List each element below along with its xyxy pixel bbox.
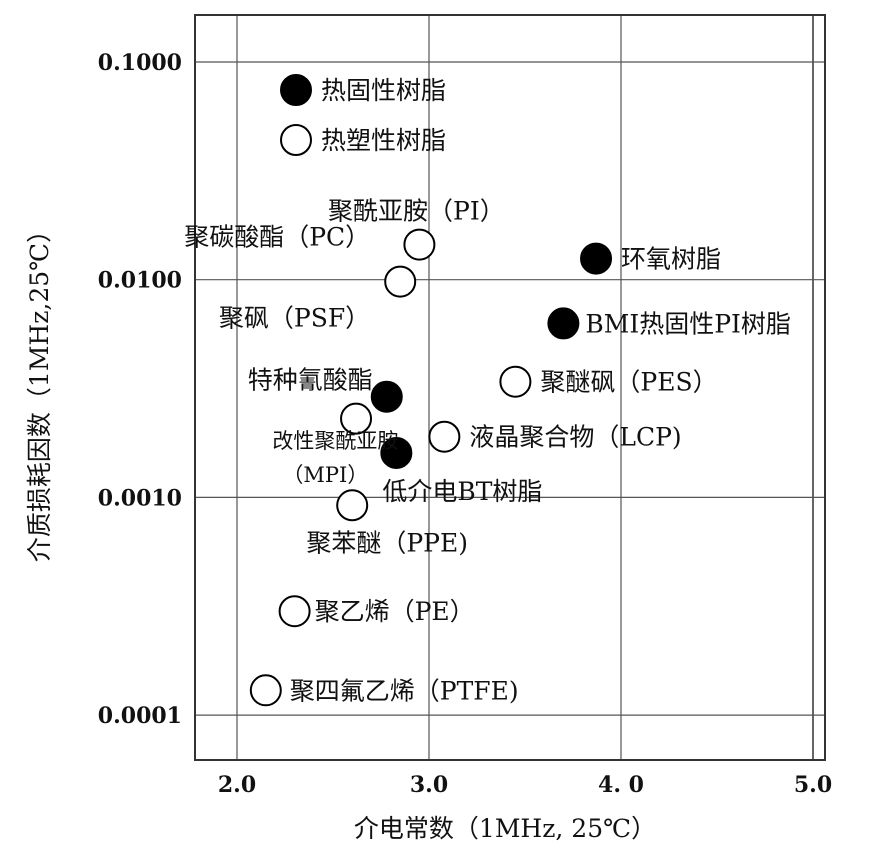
data-point [547,307,580,340]
data-point [278,595,311,628]
point-label: 聚四氟乙烯（PTFE) [290,676,519,705]
point-label: 聚碳酸酯（PC） [184,223,370,252]
point-label: （MPI） [282,463,368,487]
point-label: 环氧树脂 [621,245,721,274]
data-point [249,674,282,707]
y-tick-label: 0.1000 [98,50,182,76]
data-point [336,489,369,522]
point-label: 聚醚砜（PES） [540,368,717,397]
point-labels: 聚酰亚胺（PI）聚碳酸酯（PC） 聚砜（PSF） 环氧树脂 BMI热固性PI树脂特种氰… [184,197,791,706]
x-axis-ticks: 2.0 3.0 4. 0 5.0 [218,772,832,798]
point-label: 聚砜（PSF） [219,304,370,333]
plot-frame [194,14,826,761]
y-axis-title: 介质损耗因数（1MHz,25℃） [25,218,54,562]
point-label: 特种氰酸酯 [248,366,373,395]
data-point [499,365,532,398]
legend-label: 热塑性树脂 [321,126,446,155]
y-tick-label: 0.0100 [98,268,182,294]
x-tick-label: 3.0 [410,772,448,798]
point-label: 低介电BT树脂 [382,477,542,506]
point-label: 聚苯醚（PPE) [306,528,468,557]
point-label: 聚乙烯（PE） [315,597,475,626]
x-axis-title: 介电常数（1MHz, 25℃） [354,814,656,843]
legend-label: 热固性树脂 [321,76,446,105]
data-point [370,380,403,413]
data-point [380,436,413,469]
legend-marker [280,74,312,106]
x-tick-label: 2.0 [218,772,256,798]
data-point [580,242,613,275]
point-label: 聚酰亚胺（PI） [328,197,505,226]
y-tick-label: 0.0001 [98,703,182,729]
data-point [384,265,417,298]
point-label: 液晶聚合物（LCP) [469,423,681,452]
data-point [403,228,436,261]
y-tick-label: 0.0010 [98,485,182,511]
legend-marker [280,124,312,156]
y-axis-ticks: 0.1000 0.0100 0.0010 0.0001 [98,50,182,729]
x-tick-label: 4. 0 [598,772,644,798]
grid-lines [195,15,825,760]
data-point [428,420,461,453]
x-tick-label: 5.0 [794,772,832,798]
point-label: BMI热固性PI树脂 [585,309,791,338]
data-point [340,402,373,435]
point-label: 改性聚酰亚胺 [272,429,398,453]
data-points [249,228,613,707]
